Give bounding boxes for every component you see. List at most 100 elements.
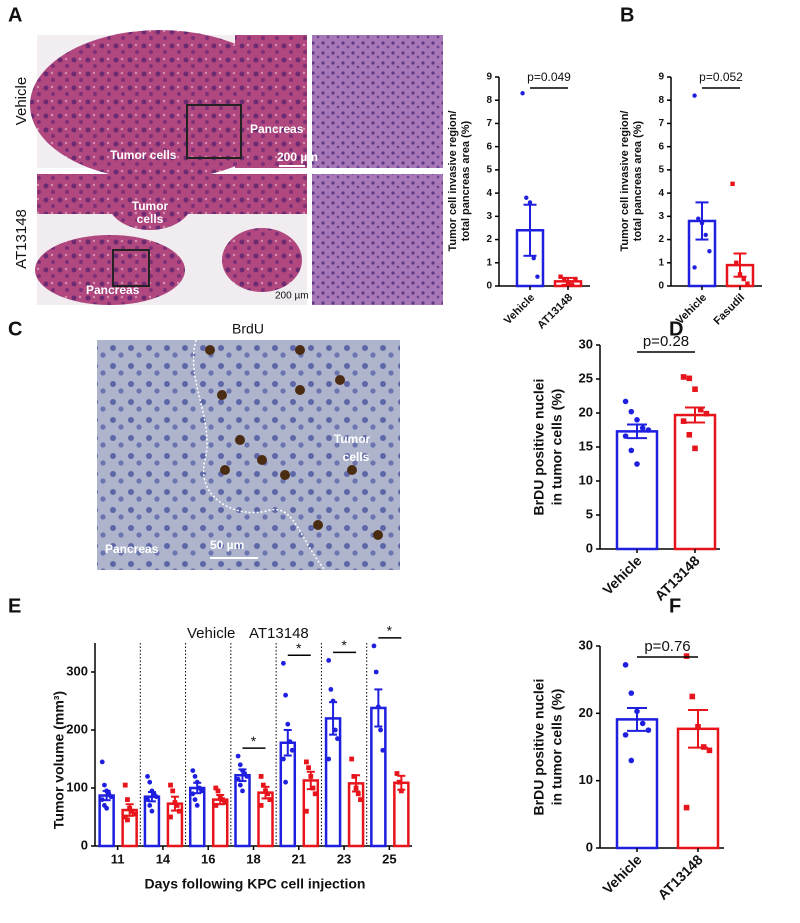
data-point (122, 814, 128, 820)
data-point (99, 797, 105, 802)
micrograph (97, 340, 400, 570)
y-tick-label: 8 (486, 95, 492, 106)
image-text: Tumor (334, 432, 371, 446)
data-point (122, 782, 128, 788)
data-point (265, 791, 271, 797)
data-point (190, 768, 196, 773)
data-point (565, 280, 571, 285)
y-axis-label: BrDU positive nuclei (531, 379, 547, 516)
y-tick-label: 0 (81, 837, 88, 852)
data-point (373, 669, 379, 675)
y-tick-label: 20 (579, 705, 593, 720)
data-point (237, 782, 243, 788)
y-tick-label: 0 (586, 540, 593, 555)
micrograph (312, 174, 443, 305)
p-value: p=0.049 (527, 70, 571, 84)
brdu-nuclei (205, 345, 383, 540)
data-point (170, 788, 176, 794)
data-point (686, 375, 693, 382)
data-point (358, 797, 363, 802)
data-point (394, 771, 400, 776)
legend-entry: Vehicle (187, 625, 235, 642)
data-point (192, 774, 198, 779)
y-tick-label: 2 (486, 234, 492, 245)
data-point (168, 782, 173, 788)
y-tick-label: 0 (658, 281, 664, 292)
data-point (696, 216, 701, 221)
data-point (310, 785, 316, 791)
x-tick-label: 25 (382, 851, 396, 866)
data-point (634, 417, 640, 423)
tissue (35, 235, 185, 305)
panel-label: C (8, 318, 22, 340)
data-point (213, 785, 219, 791)
significance-star: * (296, 640, 302, 656)
data-point (222, 800, 228, 805)
image-text: Tumor (132, 199, 169, 213)
data-point (102, 782, 107, 788)
x-tick-label: AT13148 (654, 851, 705, 902)
panel-label: B (620, 4, 634, 26)
data-point (217, 794, 223, 800)
y-tick-label: 300 (66, 663, 88, 678)
data-point (244, 774, 250, 779)
data-point (172, 800, 178, 805)
data-point (396, 779, 402, 785)
data-point (260, 782, 266, 788)
inset-box (112, 249, 150, 287)
data-point (285, 721, 291, 727)
data-point (192, 797, 198, 802)
significance-star: * (387, 623, 393, 639)
bar (370, 706, 387, 848)
data-point (375, 704, 381, 710)
data-point (303, 759, 309, 765)
y-tick-label: 10 (579, 472, 593, 487)
data-point (745, 281, 750, 286)
p-value: p=0.28 (643, 333, 689, 350)
x-tick-label: 21 (292, 851, 306, 866)
y-axis-label: Tumor volume (mm³) (51, 691, 67, 829)
data-point (190, 791, 196, 797)
data-point (689, 693, 696, 700)
x-tick-label: Fasudil (711, 292, 747, 328)
data-point (692, 265, 697, 270)
y-axis-label: total pancreas area (%) (460, 120, 472, 241)
scale-text: 50 µm (210, 538, 244, 552)
data-point (695, 724, 701, 730)
data-point (326, 658, 332, 663)
significance-star: * (251, 733, 257, 749)
y-tick-label: 5 (486, 165, 492, 176)
inset-box (186, 104, 242, 159)
data-point (258, 774, 264, 779)
bar (98, 794, 115, 848)
data-point (737, 272, 743, 277)
data-point (686, 431, 693, 438)
data-point (289, 747, 295, 753)
y-axis-label: BrDU positive nuclei (531, 679, 547, 816)
data-point (240, 788, 245, 794)
data-point (531, 255, 536, 261)
data-point (692, 445, 698, 452)
data-point (622, 398, 629, 405)
row-label: Vehicle (13, 77, 30, 125)
panel-label: A (8, 4, 22, 26)
panel-c-image: BrdU Tumor cells Pancreas 50 µm (97, 321, 400, 571)
x-tick-label: Vehicle (599, 851, 645, 897)
data-point (306, 765, 311, 771)
y-tick-label: 3 (658, 211, 664, 222)
data-point (147, 803, 153, 808)
data-point (104, 805, 110, 811)
image-text: cells (137, 212, 164, 226)
x-tick-label: Vehicle (502, 292, 537, 327)
y-tick-label: 6 (658, 141, 664, 152)
panel-label: F (669, 595, 681, 617)
y-tick-label: 30 (579, 637, 593, 652)
data-point (194, 779, 200, 785)
data-point (734, 260, 739, 265)
data-point (326, 756, 332, 762)
x-tick-label: 14 (156, 851, 171, 866)
y-tick-label: 5 (658, 165, 664, 176)
y-tick-label: 100 (66, 779, 88, 794)
data-point (378, 727, 383, 733)
